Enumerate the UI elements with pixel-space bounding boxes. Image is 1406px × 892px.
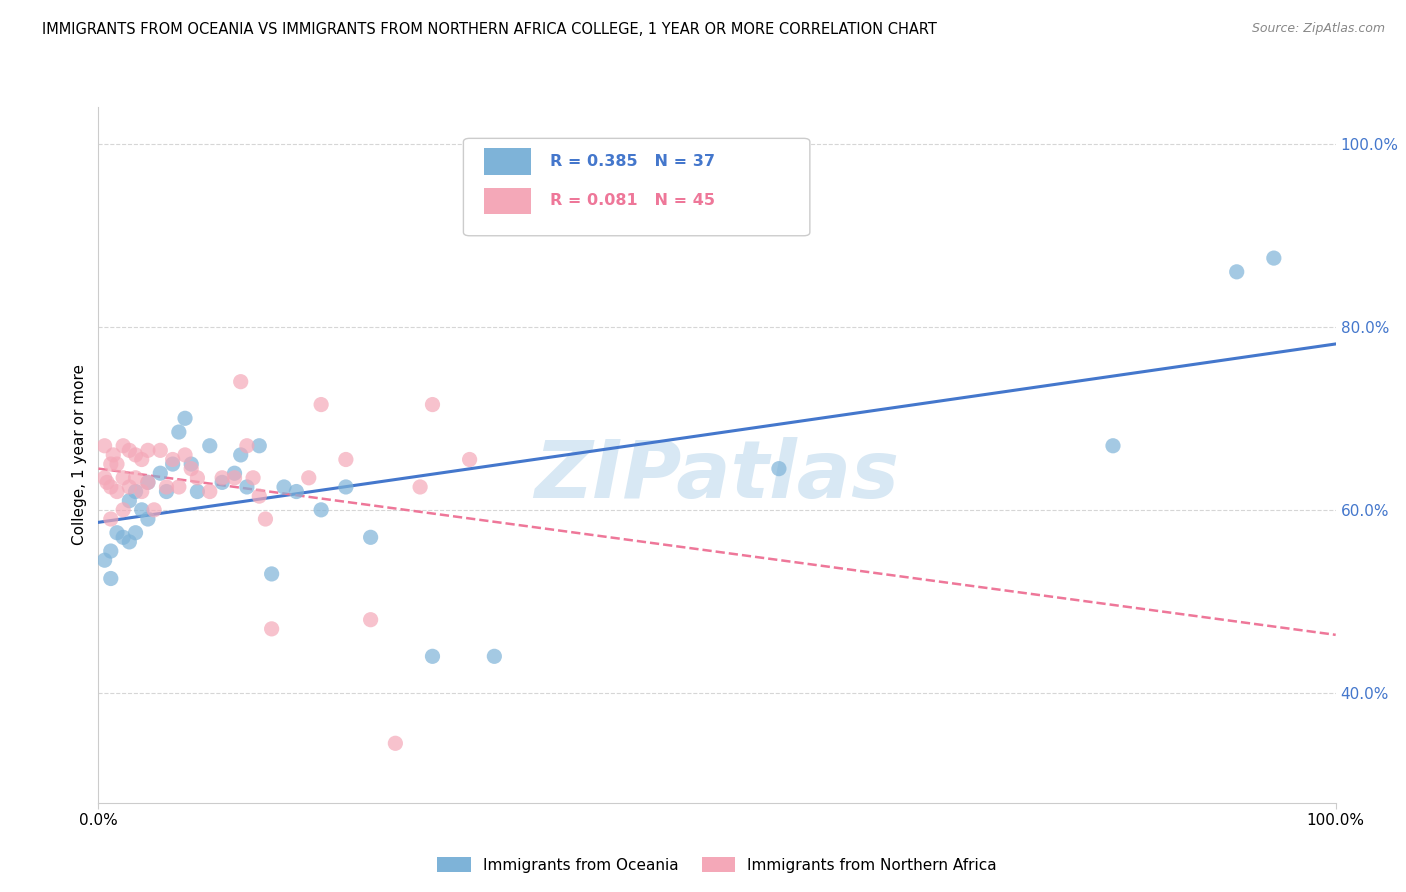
Point xyxy=(174,411,197,425)
Point xyxy=(409,480,432,494)
Point xyxy=(384,736,406,750)
Point xyxy=(260,566,283,581)
Point xyxy=(309,503,332,517)
Point xyxy=(224,471,246,485)
Point xyxy=(124,448,146,462)
Point xyxy=(162,452,184,467)
Point xyxy=(229,375,252,389)
Point xyxy=(155,484,177,499)
Point xyxy=(1226,265,1249,279)
Y-axis label: College, 1 year or more: College, 1 year or more xyxy=(72,365,87,545)
Point xyxy=(118,535,141,549)
Point xyxy=(136,475,159,490)
Point xyxy=(309,398,332,412)
Point xyxy=(149,467,172,481)
Point xyxy=(335,480,357,494)
Point xyxy=(285,484,308,499)
Point xyxy=(136,443,159,458)
Point xyxy=(1102,439,1125,453)
Point xyxy=(100,572,122,586)
Point xyxy=(93,553,115,567)
Point xyxy=(186,471,208,485)
Point xyxy=(96,475,118,490)
Point xyxy=(180,457,202,471)
Point xyxy=(136,475,159,490)
Point xyxy=(247,439,270,453)
Point xyxy=(242,471,264,485)
Point xyxy=(198,484,221,499)
Point xyxy=(100,457,122,471)
Point xyxy=(112,471,135,485)
Point xyxy=(118,493,141,508)
Point xyxy=(211,475,233,490)
Point xyxy=(236,480,259,494)
Point xyxy=(100,544,122,558)
Point xyxy=(118,480,141,494)
Point xyxy=(105,525,128,540)
Point xyxy=(484,649,506,664)
Point xyxy=(1263,251,1285,265)
Text: IMMIGRANTS FROM OCEANIA VS IMMIGRANTS FROM NORTHERN AFRICA COLLEGE, 1 YEAR OR MO: IMMIGRANTS FROM OCEANIA VS IMMIGRANTS FR… xyxy=(42,22,936,37)
Point xyxy=(131,503,153,517)
Point xyxy=(247,489,270,503)
Point xyxy=(143,503,166,517)
Point xyxy=(422,649,444,664)
Point xyxy=(360,530,382,544)
Point xyxy=(112,503,135,517)
Point xyxy=(100,512,122,526)
Point xyxy=(335,452,357,467)
Point xyxy=(136,512,159,526)
Point xyxy=(211,471,233,485)
Point xyxy=(105,457,128,471)
Point xyxy=(167,480,190,494)
Text: R = 0.081   N = 45: R = 0.081 N = 45 xyxy=(550,194,716,209)
Point xyxy=(180,461,202,475)
Point xyxy=(254,512,277,526)
Point xyxy=(458,452,481,467)
Point xyxy=(360,613,382,627)
Point xyxy=(131,484,153,499)
Text: R = 0.385   N = 37: R = 0.385 N = 37 xyxy=(550,153,716,169)
Text: ZIPatlas: ZIPatlas xyxy=(534,437,900,515)
Point xyxy=(124,484,146,499)
Text: Source: ZipAtlas.com: Source: ZipAtlas.com xyxy=(1251,22,1385,36)
Point xyxy=(229,448,252,462)
Point xyxy=(100,480,122,494)
Point xyxy=(260,622,283,636)
Point xyxy=(124,525,146,540)
Point xyxy=(422,398,444,412)
Point xyxy=(236,439,259,453)
Point xyxy=(155,480,177,494)
Point xyxy=(124,471,146,485)
Point xyxy=(118,443,141,458)
FancyBboxPatch shape xyxy=(485,148,531,175)
Point xyxy=(112,530,135,544)
Point xyxy=(768,461,790,475)
FancyBboxPatch shape xyxy=(485,187,531,214)
Point xyxy=(224,467,246,481)
Point xyxy=(167,425,190,439)
Point xyxy=(103,448,125,462)
Point xyxy=(93,439,115,453)
Point xyxy=(105,484,128,499)
FancyBboxPatch shape xyxy=(464,138,810,235)
Point xyxy=(131,452,153,467)
Point xyxy=(93,471,115,485)
Point xyxy=(162,457,184,471)
Point xyxy=(198,439,221,453)
Point xyxy=(186,484,208,499)
Legend: Immigrants from Oceania, Immigrants from Northern Africa: Immigrants from Oceania, Immigrants from… xyxy=(432,851,1002,879)
Point xyxy=(298,471,321,485)
Point xyxy=(174,448,197,462)
Point xyxy=(149,443,172,458)
Point xyxy=(112,439,135,453)
Point xyxy=(273,480,295,494)
